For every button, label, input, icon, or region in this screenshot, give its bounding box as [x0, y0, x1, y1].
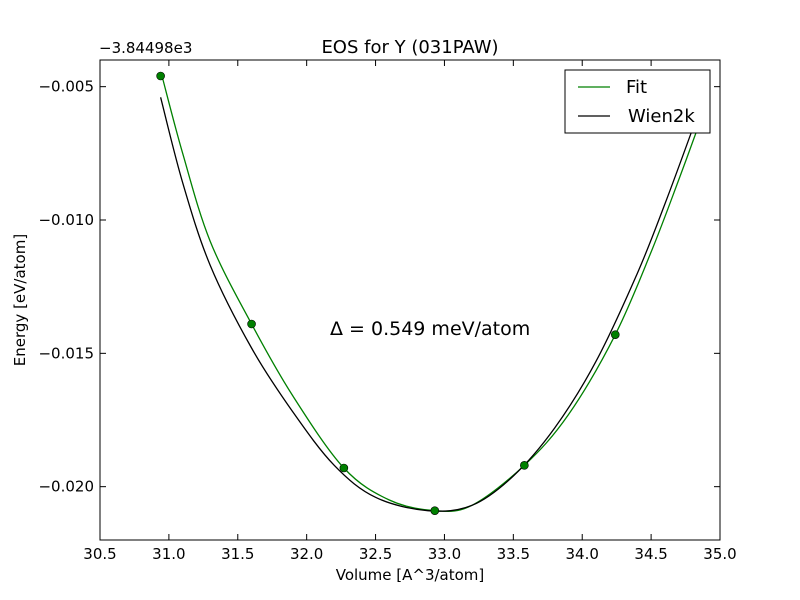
x-tick-label: 31.0 [152, 545, 185, 563]
data-point-4 [430, 506, 440, 515]
legend-box [564, 69, 711, 134]
y-offset-label: −3.84498e3 [99, 39, 192, 57]
x-tick-label: 32.0 [290, 545, 323, 563]
x-tick-label: 32.5 [359, 545, 392, 563]
x-tick-label: 35.0 [703, 545, 736, 563]
x-tick-label: 33.5 [497, 545, 530, 563]
plot-area: 30.5 31.0 31.5 32.0 32.5 33.0 33.5 34.0 34.5 35.0… [38, 60, 737, 563]
x-tick-label: 34.0 [566, 545, 599, 563]
chart-title: EOS for Y (031PAW) [321, 37, 498, 58]
data-point-2 [247, 319, 256, 329]
y-tick-label: −0.020 [38, 478, 94, 496]
series-line-wien2k [159, 97, 702, 512]
legend-label-wien2k: Wien2k [628, 106, 695, 127]
data-point-1 [156, 71, 165, 81]
data-point-5 [520, 461, 529, 470]
legend: Fit Wien2k [564, 69, 711, 134]
y-tick-label: −0.010 [38, 211, 94, 229]
data-point-3 [339, 463, 349, 473]
plot-frame [99, 59, 721, 541]
x-tick-label: 31.5 [221, 545, 254, 563]
delta-annotation: Δ = 0.549 meV/atom [330, 318, 530, 340]
series-line-fit [161, 75, 703, 513]
x-tick-label: 30.5 [83, 545, 116, 563]
y-axis-title: Energy [eV/atom] [11, 234, 29, 366]
x-tick-label: 34.5 [634, 545, 667, 563]
y-tick-label: −0.015 [38, 344, 94, 362]
x-tick-label: 33.0 [428, 545, 461, 563]
data-point-6 [610, 330, 620, 339]
legend-label-fit: Fit [626, 77, 647, 98]
x-axis-title: Volume [A^3/atom] [336, 566, 485, 584]
y-tick-label: −0.005 [38, 78, 94, 96]
